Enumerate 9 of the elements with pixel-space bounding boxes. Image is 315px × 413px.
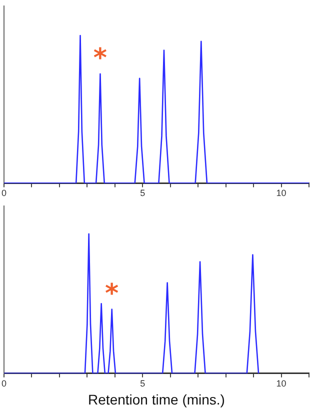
x-tick-label: 10 (276, 188, 286, 198)
x-axis-title: Retention time (mins.) (88, 391, 225, 408)
x-tick-label: 0 (1, 378, 7, 388)
annotation: * (105, 278, 120, 309)
x-tick-label: 5 (140, 378, 146, 388)
annotation: * (93, 44, 108, 74)
x-tick-label: 10 (276, 378, 286, 388)
x-tick-label: 5 (140, 188, 146, 198)
x-tick-label: 0 (1, 188, 7, 198)
